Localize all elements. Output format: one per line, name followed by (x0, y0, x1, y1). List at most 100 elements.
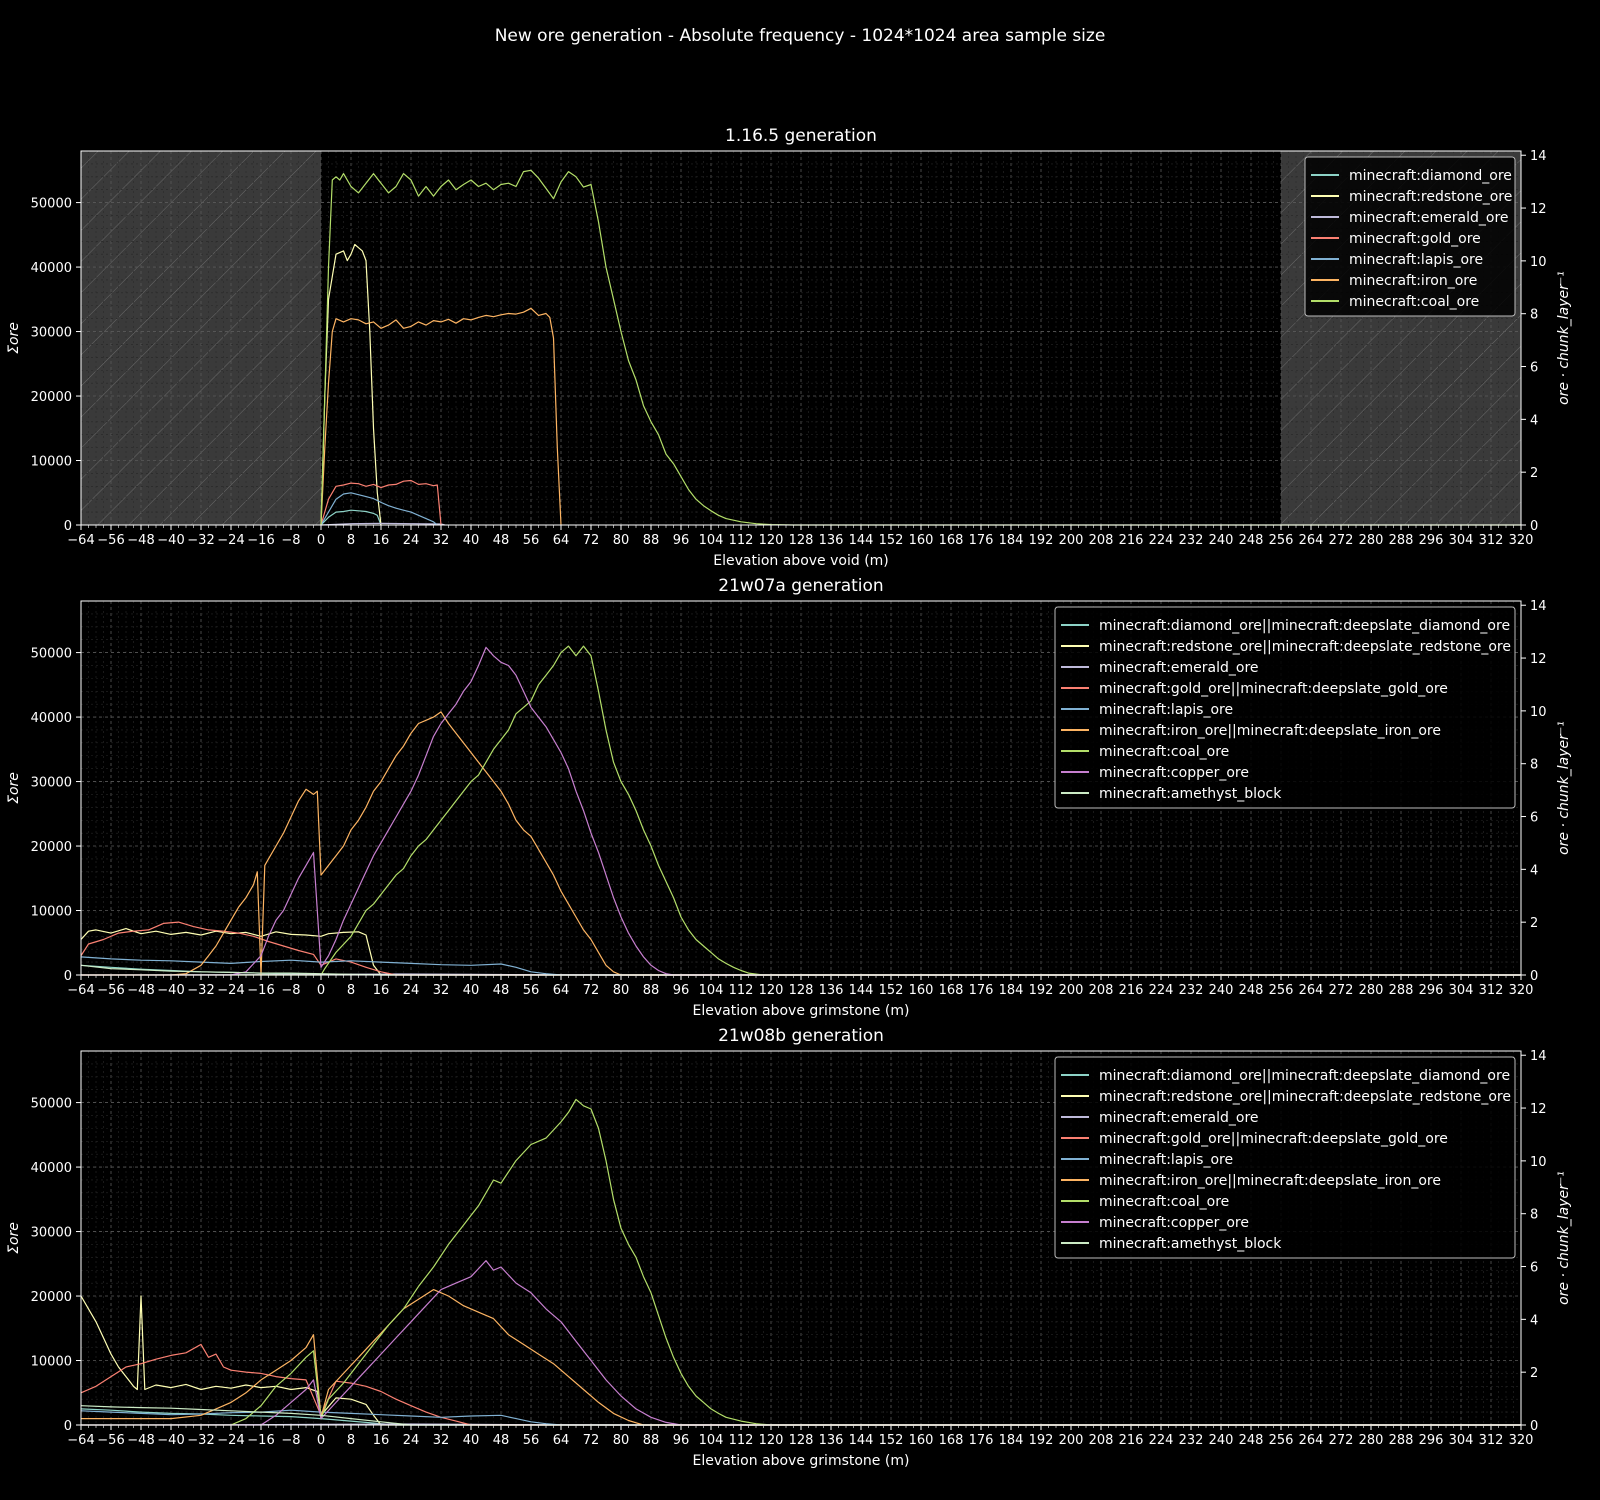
x-tick-label: 200 (1059, 1433, 1084, 1448)
x-tick-label: 304 (1449, 533, 1474, 548)
x-tick-label: 112 (729, 983, 754, 998)
x-axis-label: Elevation above grimstone (m) (693, 1003, 910, 1019)
x-tick-label: −32 (187, 1433, 214, 1448)
legend-label: minecraft:iron_ore||minecraft:deepslate_… (1099, 723, 1441, 739)
x-tick-label: 312 (1479, 1433, 1504, 1448)
y-tick-label: 10000 (31, 1355, 72, 1370)
x-tick-label: 248 (1239, 533, 1264, 548)
x-tick-label: 192 (1029, 983, 1054, 998)
y2-tick-label: 8 (1530, 308, 1538, 323)
x-tick-label: −16 (247, 533, 274, 548)
y2-tick-label: 2 (1530, 466, 1538, 481)
x-tick-label: 312 (1479, 983, 1504, 998)
x-tick-label: 64 (553, 533, 570, 548)
x-tick-label: 8 (347, 983, 355, 998)
x-tick-label: 184 (999, 533, 1024, 548)
x-tick-label: 288 (1389, 983, 1414, 998)
x-tick-label: −40 (157, 533, 184, 548)
series-line-diamond (320, 509, 382, 526)
x-tick-label: 104 (699, 533, 724, 548)
legend-label: minecraft:lapis_ore (1099, 1152, 1233, 1168)
legend-box (1054, 606, 1516, 809)
x-tick-label: −24 (217, 1433, 244, 1448)
x-tick-label: 216 (1119, 983, 1144, 998)
series-line-redstone (80, 927, 1521, 976)
x-tick-label: 272 (1329, 1433, 1354, 1448)
x-tick-label: 264 (1299, 1433, 1324, 1448)
x-tick-label: −32 (187, 533, 214, 548)
legend-label: minecraft:lapis_ore (1099, 702, 1233, 718)
x-tick-label: 248 (1239, 1433, 1264, 1448)
series-line-gold (80, 921, 1521, 976)
series-line-iron (320, 307, 562, 526)
x-tick-label: 320 (1509, 1433, 1534, 1448)
x-tick-label: 232 (1179, 533, 1204, 548)
x-tick-label: 136 (819, 983, 844, 998)
x-tick-label: 72 (583, 533, 600, 548)
y2-axis-label: ore · chunk_layer⁻¹ (1556, 1171, 1572, 1305)
x-tick-label: 48 (493, 533, 510, 548)
series-line-iron (81, 711, 1521, 976)
x-tick-label: 224 (1149, 983, 1174, 998)
chart-panel-2: −64 −56 −48 −40 −32 −24 −16 −8 0 8 16 24 32 40 48 56 64 7… (6, 576, 1572, 1019)
x-tick-label: −16 (247, 1433, 274, 1448)
x-tick-label: −8 (281, 983, 300, 998)
legend-label: minecraft:diamond_ore||minecraft:deepsla… (1099, 1068, 1510, 1084)
x-tick-label: 288 (1389, 533, 1414, 548)
x-tick-label: 296 (1419, 1433, 1444, 1448)
legend-label: minecraft:amethyst_block (1099, 1236, 1282, 1252)
legend-label: minecraft:coal_ore (1099, 1194, 1229, 1210)
x-tick-label: 40 (463, 1433, 480, 1448)
x-tick-label: −8 (281, 1433, 300, 1448)
x-tick-label: −56 (97, 1433, 124, 1448)
x-tick-label: 208 (1089, 1433, 1114, 1448)
y-tick-label: 30000 (31, 326, 72, 341)
x-tick-label: −40 (157, 1433, 184, 1448)
legend-label: minecraft:coal_ore (1349, 294, 1479, 310)
y-tick-label: 30000 (31, 776, 72, 791)
x-tick-label: 272 (1329, 533, 1354, 548)
x-tick-label: 144 (849, 983, 874, 998)
y2-axis-label: ore · chunk_layer⁻¹ (1556, 721, 1572, 855)
x-tick-label: 64 (553, 1433, 570, 1448)
y-tick-label: 40000 (31, 1161, 72, 1176)
y-tick-label: 50000 (31, 647, 72, 662)
y2-tick-label: 6 (1530, 811, 1538, 826)
x-tick-label: 272 (1329, 983, 1354, 998)
y2-tick-label: 2 (1530, 1366, 1538, 1381)
x-tick-label: −24 (217, 983, 244, 998)
x-tick-label: 200 (1059, 983, 1084, 998)
x-tick-label: 88 (643, 983, 660, 998)
y-tick-label: 50000 (31, 197, 72, 212)
x-tick-label: 168 (939, 1433, 964, 1448)
x-tick-label: 32 (433, 1433, 450, 1448)
series-line-redstone (320, 243, 382, 526)
series-line-lapis (80, 956, 1521, 976)
chart-title: 21w07a generation (718, 576, 883, 596)
chart-panel-1: −64 −56 −48 −40 −32 −24 −16 −8 0 8 16 24 32 40 48 56 64 7… (6, 126, 1572, 569)
y2-tick-label: 0 (1530, 1419, 1538, 1434)
chart-panel-3: −64 −56 −48 −40 −32 −24 −16 −8 0 8 16 24 32 40 48 56 64 7… (6, 1026, 1572, 1469)
x-tick-label: 32 (433, 533, 450, 548)
legend: minecraft:diamond_ore||minecraft:deepsla… (1054, 1056, 1516, 1259)
x-tick-label: 48 (493, 983, 510, 998)
figure-title: New ore generation - Absolute frequency … (494, 26, 1106, 46)
series-line-lapis (320, 492, 438, 526)
x-tick-label: 96 (673, 1433, 690, 1448)
x-tick-label: 80 (613, 1433, 630, 1448)
x-tick-label: 312 (1479, 533, 1504, 548)
x-tick-label: 80 (613, 533, 630, 548)
x-tick-label: 0 (317, 983, 325, 998)
y2-tick-label: 14 (1530, 149, 1547, 164)
y2-tick-label: 2 (1530, 916, 1538, 931)
x-tick-label: 136 (819, 533, 844, 548)
x-tick-label: 160 (909, 1433, 934, 1448)
legend-label: minecraft:coal_ore (1099, 744, 1229, 760)
x-tick-label: 152 (879, 983, 904, 998)
legend-label: minecraft:lapis_ore (1349, 252, 1483, 268)
series-line-lapis (80, 1409, 1521, 1426)
legend-box (1054, 1056, 1516, 1259)
x-tick-label: 208 (1089, 533, 1114, 548)
legend-label: minecraft:diamond_ore (1349, 168, 1512, 184)
x-tick-label: 40 (463, 533, 480, 548)
